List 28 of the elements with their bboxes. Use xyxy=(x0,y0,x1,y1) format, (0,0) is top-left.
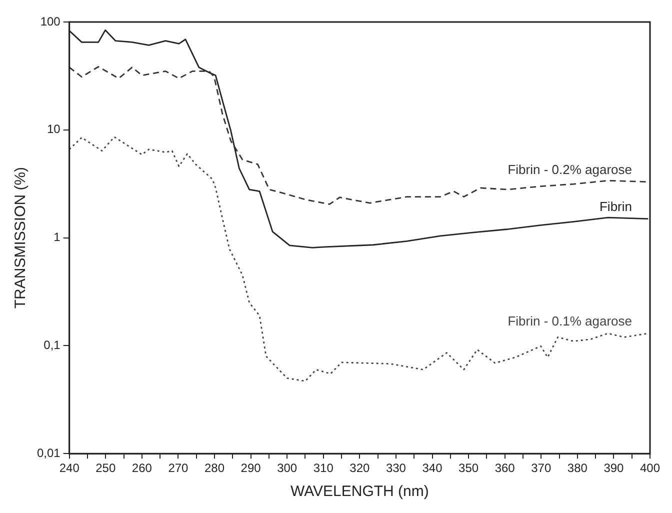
line-series xyxy=(69,136,649,382)
x-tick-label: 350 xyxy=(458,461,479,476)
x-tick-label: 270 xyxy=(168,461,189,476)
y-tick-label: 0,1 xyxy=(44,338,61,352)
y-axis-title: TRANSMISSION (%) xyxy=(12,166,30,309)
x-tick-label: 280 xyxy=(204,461,225,476)
x-tick-label: 370 xyxy=(531,461,552,476)
y-tick-label: 10 xyxy=(46,122,61,136)
x-tick-label: 360 xyxy=(494,461,516,476)
x-tick-label: 380 xyxy=(567,461,588,476)
x-tick-label: 400 xyxy=(640,461,660,476)
x-tick-label: 250 xyxy=(96,461,116,476)
x-axis-title: WAVELENGTH (nm) xyxy=(290,483,429,500)
x-tick-label: 240 xyxy=(59,461,80,476)
y-tick-label: 1 xyxy=(54,230,61,244)
x-tick-label: 330 xyxy=(386,461,406,476)
x-tick-label: 390 xyxy=(604,461,624,476)
x-tick-label: 320 xyxy=(350,461,370,476)
y-tick-label: 0,01 xyxy=(36,446,61,460)
x-tick-label: 260 xyxy=(132,461,152,476)
x-tick-label: 310 xyxy=(313,461,334,476)
series-label: Fibrin - 0.2% agarose xyxy=(508,162,632,177)
series-label: Fibrin - 0.1% agarose xyxy=(508,313,632,328)
x-tick-label: 300 xyxy=(277,461,298,476)
x-tick-label: 340 xyxy=(422,461,443,476)
x-tick-label: 290 xyxy=(240,461,262,476)
y-tick-label: 100 xyxy=(40,14,61,28)
series-label: Fibrin xyxy=(599,198,632,214)
